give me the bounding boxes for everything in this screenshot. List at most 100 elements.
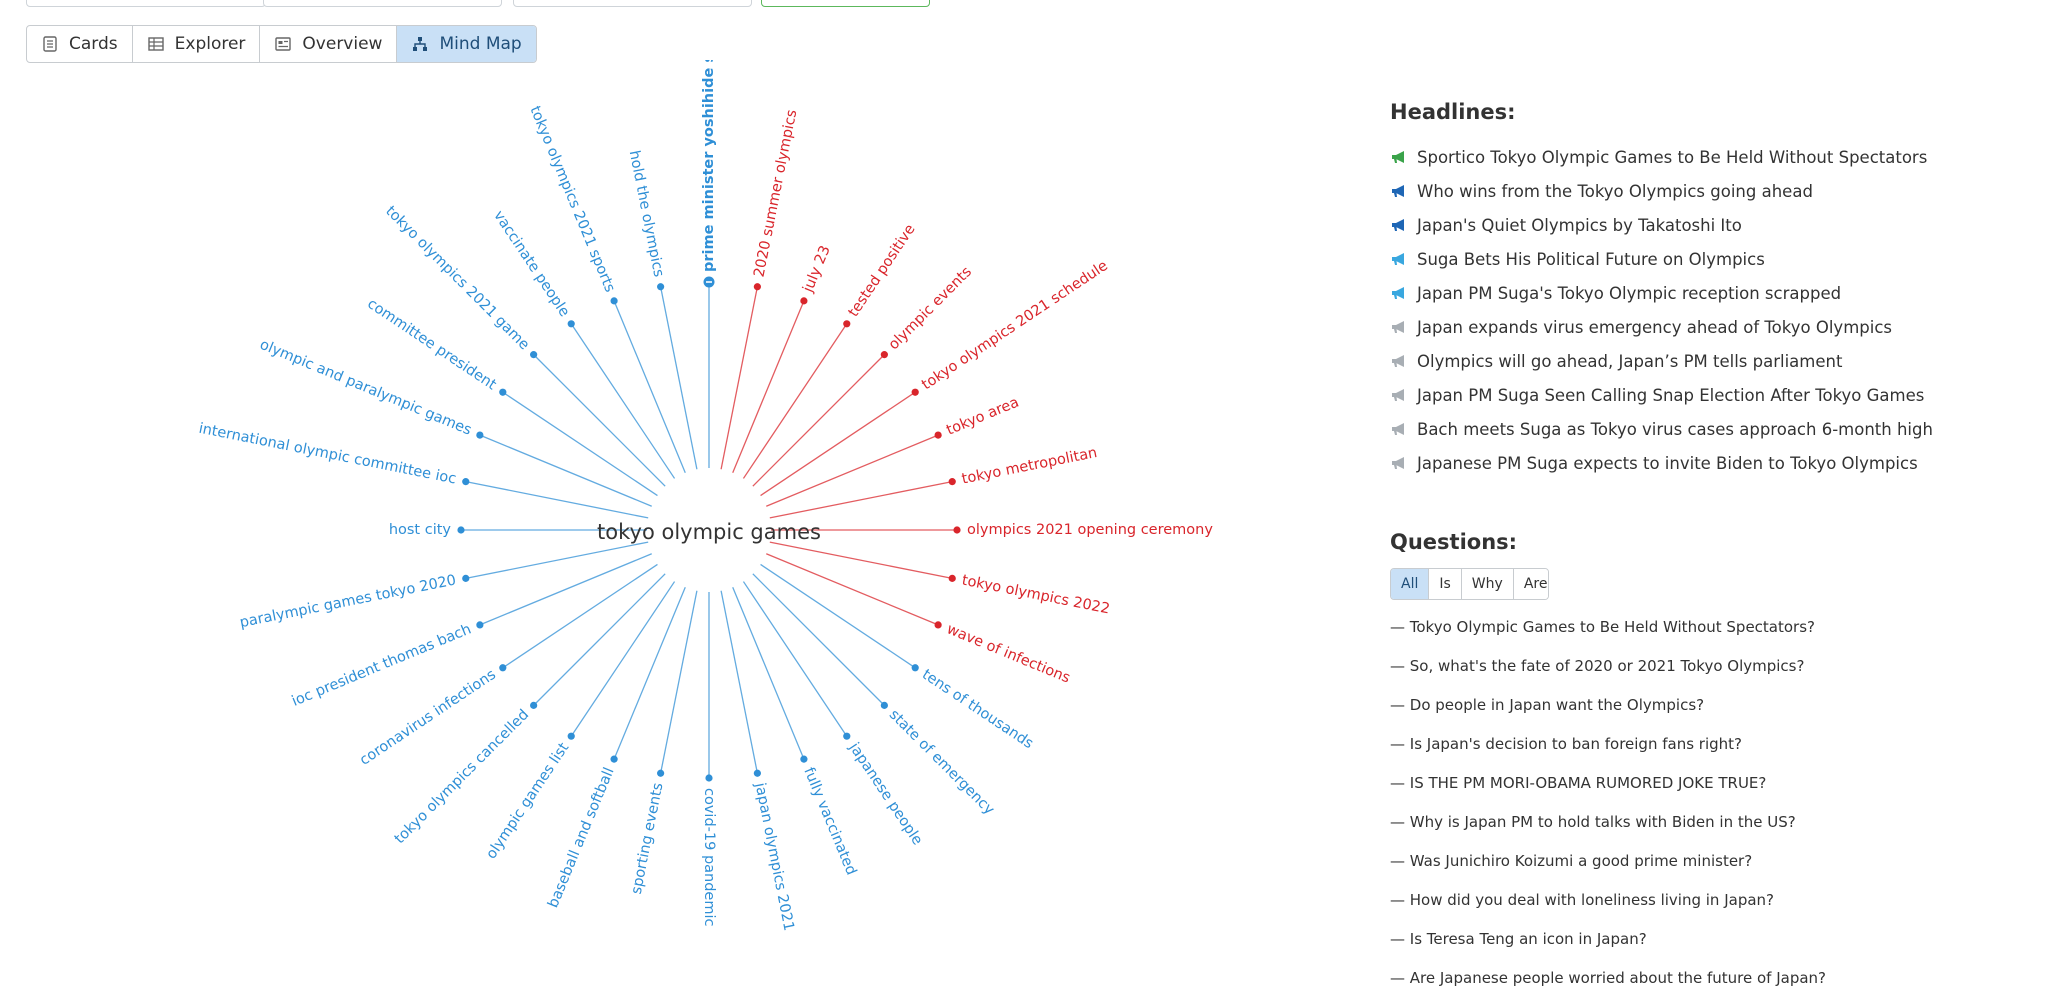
mind-map-node[interactable] — [753, 769, 761, 777]
mind-map-node[interactable] — [800, 297, 808, 305]
mind-map-node[interactable] — [610, 297, 618, 305]
headline-item[interactable]: Sportico Tokyo Olympic Games to Be Held … — [1390, 140, 2030, 174]
tab-mind-map[interactable]: Mind Map — [397, 26, 536, 62]
headline-text: Who wins from the Tokyo Olympics going a… — [1417, 181, 1813, 201]
question-item[interactable]: — Is Japan's decision to ban foreign fan… — [1390, 735, 1742, 753]
mind-map-node-label[interactable]: fully vaccinated — [800, 765, 859, 877]
mind-map-link — [465, 480, 649, 519]
question-item[interactable]: — Tokyo Olympic Games to Be Held Without… — [1390, 618, 1816, 636]
headline-item[interactable]: Japan expands virus emergency ahead of T… — [1390, 310, 2030, 344]
mind-map-link — [752, 573, 885, 706]
tab-label: Overview — [302, 34, 383, 54]
mind-map-node-label[interactable]: prime minister yoshihide suga — [701, 60, 717, 272]
mind-map-link — [766, 434, 939, 507]
mind-map-node[interactable] — [880, 701, 888, 709]
headline-item[interactable]: Suga Bets His Political Future on Olympi… — [1390, 242, 2030, 276]
mind-map-node-label[interactable]: tokyo area — [944, 394, 1021, 438]
filter-all-button[interactable]: All — [1391, 569, 1430, 599]
filter-is-button[interactable]: Is — [1429, 569, 1462, 599]
top-control-stub-2[interactable] — [263, 0, 502, 7]
question-item[interactable]: — Are Japanese people worried about the … — [1390, 969, 1827, 987]
mind-map-node[interactable] — [610, 755, 618, 763]
mind-map-node[interactable] — [499, 388, 507, 396]
mind-map-node-label[interactable]: japanese people — [845, 739, 925, 848]
question-item[interactable]: — Do people in Japan want the Olympics? — [1390, 696, 1705, 714]
mind-map-node[interactable] — [911, 664, 919, 672]
mind-map-node[interactable] — [457, 526, 465, 534]
mind-map-node[interactable] — [843, 320, 851, 328]
mind-map-node[interactable] — [530, 701, 538, 709]
mind-map-node[interactable] — [462, 478, 470, 486]
mind-map-node[interactable] — [476, 431, 484, 439]
mind-map-node-label[interactable]: july 23 — [800, 243, 834, 295]
headline-item[interactable]: Japan PM Suga's Tokyo Olympic reception … — [1390, 276, 2030, 310]
headline-item[interactable]: Who wins from the Tokyo Olympics going a… — [1390, 174, 2030, 208]
mind-map-node[interactable] — [499, 664, 507, 672]
mind-map-link — [732, 587, 805, 760]
mind-map-link — [479, 553, 652, 626]
mind-map-node-label[interactable]: tens of thousands — [919, 667, 1036, 752]
headline-text: Japan PM Suga's Tokyo Olympic reception … — [1417, 283, 1842, 303]
mind-map-node-label[interactable]: olympics 2021 opening ceremony — [967, 522, 1213, 538]
mind-map-node-label[interactable]: tokyo olympics 2022 — [960, 572, 1111, 617]
tab-cards[interactable]: Cards — [27, 26, 133, 62]
question-item[interactable]: — Was Junichiro Koizumi a good prime min… — [1390, 852, 1753, 870]
mind-map-node[interactable] — [657, 283, 665, 291]
mind-map-node[interactable] — [880, 351, 888, 359]
question-filters: All Is Why Are — [1390, 568, 1549, 600]
mind-map-node[interactable] — [934, 431, 942, 439]
mind-map-node[interactable] — [934, 621, 942, 629]
mind-map-node[interactable] — [948, 478, 956, 486]
mind-map-link — [613, 587, 686, 760]
mind-map-node[interactable] — [567, 732, 575, 740]
mind-map-node-label[interactable]: tokyo metropolitan — [960, 445, 1098, 488]
mind-map-node[interactable] — [657, 769, 665, 777]
question-item[interactable]: — Why is Japan PM to hold talks with Bid… — [1390, 813, 1796, 831]
headline-item[interactable]: Japan PM Suga Seen Calling Snap Election… — [1390, 378, 2030, 412]
mind-map-node[interactable] — [843, 732, 851, 740]
mind-map-node[interactable] — [530, 351, 538, 359]
mind-map-node[interactable] — [476, 621, 484, 629]
mind-map-node-label[interactable]: vaccinate people — [490, 208, 572, 320]
mind-map-node-label[interactable]: covid-19 pandemic — [701, 788, 717, 927]
mind-map-node-label[interactable]: tokyo olympics 2021 schedule — [919, 258, 1111, 394]
headline-item[interactable]: Japan's Quiet Olympics by Takatoshi Ito — [1390, 208, 2030, 242]
mind-map-node-label[interactable]: international olympic committee ioc — [197, 421, 457, 488]
filter-why-button[interactable]: Why — [1461, 569, 1514, 599]
question-item[interactable]: — So, what's the fate of 2020 or 2021 To… — [1390, 657, 1805, 675]
tab-explorer[interactable]: Explorer — [133, 26, 261, 62]
top-control-stub-3[interactable] — [513, 0, 752, 7]
top-control-stub-4[interactable] — [761, 0, 930, 7]
filter-are-button[interactable]: Are — [1513, 569, 1548, 599]
mind-map-node-label[interactable]: japan olympics 2021 — [751, 781, 796, 933]
question-item[interactable]: — How did you deal with loneliness livin… — [1390, 891, 1775, 909]
mind-map-node-label[interactable]: paralympic games tokyo 2020 — [238, 572, 457, 631]
mind-map-node-label[interactable]: 2020 summer olympics — [751, 108, 800, 278]
mind-map-node[interactable] — [462, 574, 470, 582]
megaphone-gray-icon — [1392, 321, 1404, 333]
question-item[interactable]: — Is Teresa Teng an icon in Japan? — [1390, 930, 1647, 948]
mind-map-node[interactable] — [800, 755, 808, 763]
mind-map-node-label[interactable]: sporting events — [629, 781, 667, 895]
mind-map-node-label[interactable]: wave of infections — [944, 621, 1072, 686]
mind-map-node[interactable] — [705, 774, 713, 782]
megaphone-green-icon — [1392, 151, 1404, 163]
top-control-stub-1[interactable] — [26, 0, 266, 7]
mind-map-node-label[interactable]: baseball and softball — [545, 765, 617, 910]
mind-map-node-label[interactable]: host city — [389, 522, 452, 538]
mind-map-node[interactable] — [911, 388, 919, 396]
headline-item[interactable]: Olympics will go ahead, Japan’s PM tells… — [1390, 344, 2030, 378]
headline-item[interactable]: Bach meets Suga as Tokyo virus cases app… — [1390, 412, 2030, 446]
mind-map-node-label[interactable]: hold the olympics — [626, 149, 667, 278]
mind-map-node[interactable] — [948, 574, 956, 582]
mind-map-node[interactable] — [953, 526, 961, 534]
mind-map-node-label[interactable]: olympic games list — [483, 740, 572, 862]
mind-map-node-label[interactable]: olympic events — [886, 264, 975, 353]
mind-map-node-label[interactable]: tested positive — [846, 222, 919, 320]
tab-overview[interactable]: Overview — [260, 26, 398, 62]
headline-item[interactable]: Japanese PM Suga expects to invite Biden… — [1390, 446, 2030, 480]
mind-map-node[interactable] — [567, 320, 575, 328]
mind-map-node[interactable] — [753, 283, 761, 291]
question-item[interactable]: — IS THE PM MORI-OBAMA RUMORED JOKE TRUE… — [1390, 774, 1767, 792]
mind-map-node-label[interactable]: state of emergency — [886, 707, 998, 819]
